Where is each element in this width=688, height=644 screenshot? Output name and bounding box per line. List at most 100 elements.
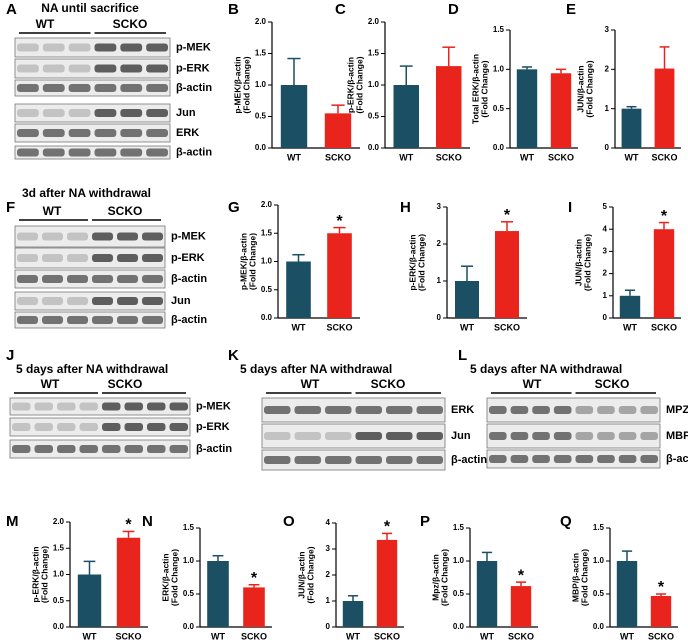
bar bbox=[436, 66, 462, 148]
blot-band bbox=[264, 456, 291, 464]
blot-band bbox=[79, 445, 98, 453]
blot-band bbox=[124, 445, 143, 453]
blot-band bbox=[597, 432, 615, 440]
blot-strip bbox=[14, 247, 166, 269]
panel-letter: F bbox=[6, 199, 15, 216]
y-tick-label: 1.0 bbox=[183, 556, 195, 565]
y-tick-label: 0.5 bbox=[261, 285, 273, 294]
y-tick-label: 0.0 bbox=[255, 143, 267, 152]
y-axis-label: (Fold Change) bbox=[169, 549, 179, 606]
blot-band bbox=[120, 129, 143, 137]
blot-band bbox=[57, 445, 76, 453]
blot-band bbox=[68, 148, 91, 157]
row-label: Jun bbox=[176, 107, 196, 119]
row-label: β-actin bbox=[171, 273, 207, 285]
row-label: p-MEK bbox=[196, 400, 231, 412]
panel-letter: A bbox=[6, 1, 17, 18]
blot-strip bbox=[9, 397, 191, 416]
bar bbox=[654, 68, 675, 148]
blot-band bbox=[117, 297, 138, 305]
row-label: Jun bbox=[171, 295, 191, 307]
y-tick-label: 0.0 bbox=[53, 622, 65, 631]
x-tick-label: SCKO bbox=[494, 322, 520, 332]
y-tick-label: 0.0 bbox=[593, 622, 605, 631]
blot-band bbox=[147, 445, 166, 453]
blot-band bbox=[640, 406, 658, 414]
blot-band bbox=[92, 232, 113, 241]
y-tick-label: 4 bbox=[603, 224, 608, 233]
blot-title: 5 days after NA withdrawal bbox=[16, 362, 168, 376]
x-tick-label: WT bbox=[620, 631, 634, 641]
x-tick-label: WT bbox=[346, 631, 360, 641]
blot-band bbox=[94, 84, 117, 92]
blot-band bbox=[120, 148, 143, 157]
blot-band bbox=[142, 316, 163, 324]
y-tick-label: 3 bbox=[603, 247, 608, 256]
blot-band bbox=[79, 402, 98, 411]
blot-strip bbox=[14, 123, 171, 143]
bar bbox=[243, 587, 265, 627]
significance-mark: * bbox=[251, 570, 258, 587]
blot-band bbox=[42, 129, 65, 137]
y-axis-label: (Fold Change) bbox=[479, 60, 489, 117]
blot-band bbox=[17, 275, 38, 283]
panel-letter: G bbox=[228, 199, 240, 216]
blot-strip bbox=[14, 291, 166, 311]
group-label: WT bbox=[43, 204, 62, 218]
bar bbox=[653, 229, 675, 318]
blot-band bbox=[17, 148, 39, 157]
panel-letter: L bbox=[458, 347, 467, 364]
blot-band bbox=[92, 254, 113, 262]
blot-band bbox=[42, 64, 65, 73]
blot-band bbox=[57, 423, 76, 431]
y-tick-label: 2 bbox=[605, 64, 610, 73]
bar bbox=[550, 73, 572, 148]
blot-band bbox=[146, 84, 168, 92]
blot-band bbox=[618, 455, 637, 463]
blot-band bbox=[68, 129, 91, 137]
x-tick-label: WT bbox=[83, 631, 97, 641]
y-tick-label: 1.5 bbox=[493, 25, 505, 34]
blot-band bbox=[618, 406, 637, 414]
y-tick-label: 2.0 bbox=[255, 17, 267, 26]
significance-mark: * bbox=[504, 207, 511, 224]
blot-band bbox=[124, 402, 143, 411]
blot-band bbox=[640, 432, 658, 440]
bar bbox=[342, 601, 364, 627]
blot-band bbox=[120, 64, 143, 73]
blot-band bbox=[42, 275, 63, 283]
significance-mark: * bbox=[125, 517, 132, 534]
blot-band bbox=[146, 109, 168, 117]
y-axis-label: JUN/β-actin bbox=[296, 551, 306, 598]
blot-band bbox=[67, 232, 88, 241]
blot-band bbox=[146, 148, 168, 157]
blot-band bbox=[57, 402, 76, 411]
blot-band bbox=[92, 316, 113, 324]
blot-band bbox=[640, 455, 658, 463]
row-label: p-MEK bbox=[171, 230, 206, 242]
blot-band bbox=[416, 456, 443, 464]
significance-mark: * bbox=[336, 213, 343, 230]
y-axis-label: ERK/β-actin bbox=[160, 553, 170, 601]
x-tick-label: SCKO bbox=[648, 631, 674, 641]
y-axis-label: (Fold Change) bbox=[241, 56, 251, 113]
blot-band bbox=[142, 297, 163, 305]
y-tick-label: 1 bbox=[605, 104, 610, 113]
x-tick-label: SCKO bbox=[325, 152, 351, 162]
panel-letter: I bbox=[568, 199, 572, 216]
y-tick-label: 3 bbox=[605, 25, 610, 34]
blot-band bbox=[510, 455, 529, 463]
blot-band bbox=[17, 254, 38, 262]
row-label: MBP bbox=[666, 430, 688, 442]
significance-mark: * bbox=[658, 579, 665, 596]
blot-band bbox=[42, 232, 63, 241]
bar bbox=[116, 537, 141, 627]
blot-title: 3d after NA withdrawal bbox=[22, 186, 151, 200]
x-tick-label: WT bbox=[292, 322, 306, 332]
blot-band bbox=[146, 129, 168, 137]
row-label: β-actin bbox=[666, 453, 688, 465]
y-axis-label: MBP/β-actin bbox=[570, 553, 580, 602]
group-label: SCKO bbox=[108, 377, 143, 391]
row-label: p-ERK bbox=[176, 62, 210, 74]
